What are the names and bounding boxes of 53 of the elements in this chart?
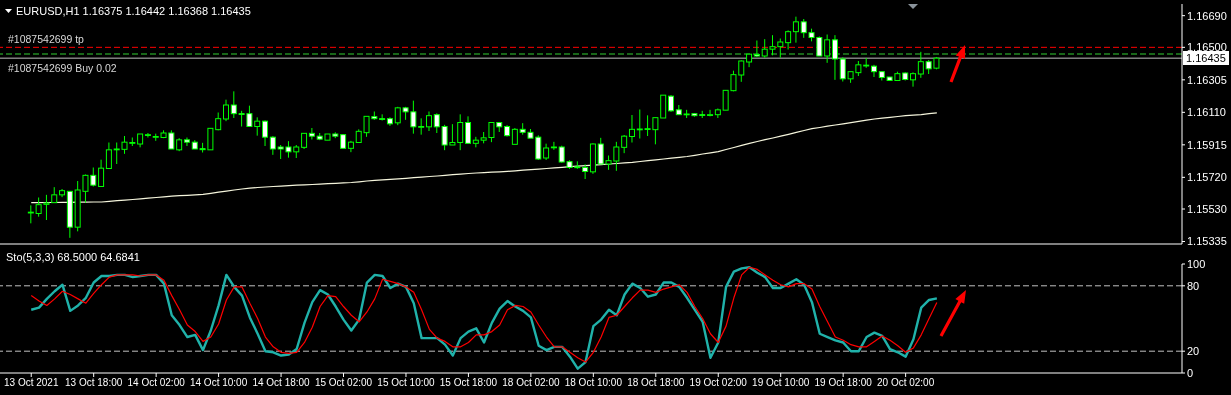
candlestick <box>792 16 799 44</box>
x-tick-label: 15 Oct 18:00 <box>439 377 498 389</box>
candlestick <box>550 141 557 151</box>
x-tick-label: 14 Oct 10:00 <box>189 377 248 389</box>
x-tick-label: 18 Oct 10:00 <box>564 377 623 389</box>
candlestick <box>824 34 831 64</box>
candlestick <box>379 113 386 121</box>
y-tick-label: 1.15530 <box>1187 202 1227 215</box>
y-tick-label: 1.16305 <box>1187 73 1227 86</box>
chart-title: Sto(5,3,3) 68.5000 64.6841 <box>6 251 140 263</box>
y-tick-label: 80 <box>1187 279 1200 292</box>
x-tick-label: 15 Oct 02:00 <box>314 377 373 389</box>
x-tick-label: 13 Oct 18:00 <box>65 377 123 389</box>
candlestick <box>753 40 760 58</box>
candlestick <box>262 120 269 147</box>
y-tick-label: 1.15915 <box>1187 138 1227 151</box>
candlestick <box>465 115 472 144</box>
candlestick <box>582 163 589 180</box>
candlestick <box>628 114 635 143</box>
x-tick-label: 19 Oct 18:00 <box>814 377 873 389</box>
x-tick-label: 20 Oct 02:00 <box>876 377 935 389</box>
x-tick-label: 14 Oct 02:00 <box>127 377 186 389</box>
x-tick-label: 15 Oct 10:00 <box>377 377 436 389</box>
candlestick <box>144 132 151 138</box>
x-tick-label: 13 Oct 2021 <box>3 377 59 389</box>
x-tick-label: 19 Oct 10:00 <box>752 377 810 389</box>
y-tick-label: 0 <box>1187 366 1194 379</box>
candlestick <box>269 135 276 156</box>
ref-line-label: #1087542699 tp <box>8 33 84 46</box>
candlestick <box>910 71 917 88</box>
candlestick <box>308 127 315 140</box>
candlestick <box>871 64 877 78</box>
ref-line-label: #1087542699 Buy 0.02 <box>8 62 117 74</box>
ref-line-label: 1.16435 <box>1183 51 1229 66</box>
y-tick-label: 100 <box>1187 257 1206 270</box>
x-tick-label: 19 Oct 02:00 <box>689 377 748 389</box>
y-tick-label: 1.16690 <box>1187 9 1227 22</box>
y-tick-label: 1.16110 <box>1187 106 1226 119</box>
y-tick-label: 1.16500 <box>1187 41 1227 54</box>
y-tick-label: 1.15335 <box>1187 235 1227 248</box>
candlestick <box>223 99 229 122</box>
candlestick <box>98 159 105 187</box>
x-tick-label: 18 Oct 18:00 <box>627 377 685 389</box>
y-tick-label: 1.15720 <box>1187 171 1227 184</box>
candlestick <box>105 142 112 169</box>
x-tick-label: 18 Oct 02:00 <box>502 377 560 389</box>
candlestick <box>707 109 714 117</box>
candlestick <box>785 29 792 50</box>
y-tick-label: 20 <box>1187 345 1200 358</box>
chart-title: EURUSD,H1 1.16375 1.16442 1.16368 1.16435 <box>16 5 251 17</box>
x-tick-label: 14 Oct 18:00 <box>252 377 311 389</box>
candlestick <box>425 111 432 132</box>
candlestick <box>831 34 838 81</box>
